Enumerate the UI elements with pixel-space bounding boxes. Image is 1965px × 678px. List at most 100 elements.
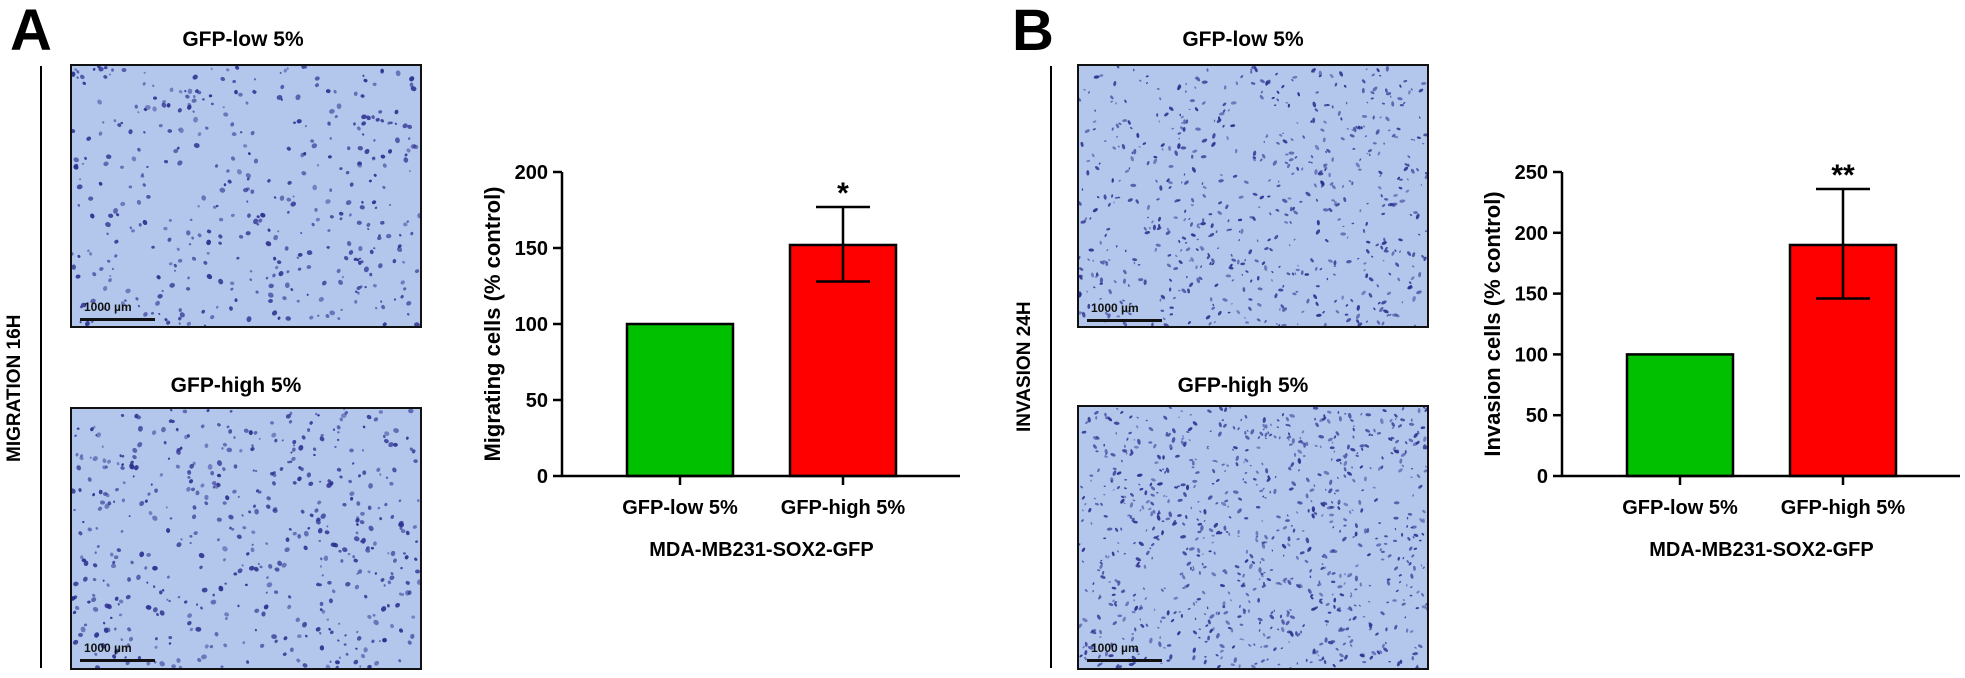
- cell-mark: [226, 425, 230, 429]
- cell-mark: [368, 179, 372, 183]
- cell-mark: [1377, 466, 1382, 471]
- cell-mark: [1200, 265, 1203, 268]
- cell-mark: [168, 219, 172, 222]
- cell-mark: [1157, 626, 1160, 629]
- cell-mark: [120, 165, 124, 169]
- cell-mark: [1180, 126, 1184, 131]
- cell-mark: [246, 316, 252, 323]
- cell-mark: [1168, 511, 1173, 518]
- cell-mark: [1166, 644, 1172, 647]
- cell-mark: [1158, 223, 1161, 228]
- cell-mark: [1211, 262, 1215, 266]
- cell-mark: [1186, 275, 1188, 279]
- cell-mark: [161, 426, 166, 433]
- cell-mark: [1153, 536, 1158, 539]
- cell-mark: [1398, 574, 1402, 577]
- cell-mark: [1376, 650, 1381, 655]
- cell-mark: [1127, 284, 1130, 287]
- cell-mark: [104, 465, 108, 469]
- cell-mark: [292, 481, 297, 485]
- cell-mark: [1126, 310, 1130, 313]
- cell-mark: [159, 473, 163, 477]
- cell-mark: [113, 119, 117, 123]
- cell-mark: [1343, 502, 1349, 507]
- cell-mark: [363, 78, 368, 83]
- cell-mark: [1202, 565, 1207, 569]
- cell-mark: [78, 632, 84, 637]
- cell-mark: [1363, 528, 1367, 534]
- cell-mark: [279, 71, 282, 75]
- cell-mark: [1389, 313, 1392, 316]
- cell-mark: [1330, 580, 1336, 584]
- cell-mark: [1230, 663, 1235, 666]
- cell-mark: [1369, 467, 1372, 470]
- cell-mark: [414, 269, 420, 274]
- cell-mark: [1214, 283, 1219, 287]
- cell-mark: [1115, 123, 1120, 129]
- cell-mark: [1230, 303, 1233, 305]
- cell-mark: [1331, 501, 1334, 504]
- cell-mark: [1165, 495, 1168, 498]
- cell-mark: [1236, 259, 1240, 265]
- cell-mark: [1313, 294, 1318, 300]
- cell-mark: [1288, 424, 1291, 427]
- cell-mark: [1199, 510, 1202, 513]
- cell-mark: [1261, 543, 1266, 549]
- cell-mark: [1313, 650, 1319, 655]
- cell-mark: [328, 627, 331, 631]
- cell-mark: [1302, 455, 1306, 457]
- cell-mark: [114, 239, 119, 244]
- cell-mark: [248, 565, 255, 571]
- cell-mark: [1287, 439, 1290, 441]
- cell-mark: [1355, 125, 1359, 130]
- cell-mark: [1392, 313, 1398, 317]
- cell-mark: [1352, 425, 1356, 427]
- cell-mark: [161, 589, 165, 592]
- cell-mark: [204, 501, 209, 506]
- cell-mark: [1122, 278, 1127, 284]
- cell-mark: [1156, 88, 1160, 90]
- cell-mark: [192, 461, 196, 466]
- cell-mark: [1242, 478, 1244, 481]
- cell-mark: [1217, 210, 1223, 215]
- cell-mark: [319, 601, 324, 607]
- cell-mark: [72, 128, 76, 134]
- cell-mark: [269, 471, 275, 476]
- cell-mark: [1237, 579, 1241, 582]
- cell-mark: [1226, 228, 1230, 232]
- cell-mark: [1189, 99, 1196, 103]
- cell-mark: [225, 68, 230, 72]
- cell-mark: [1110, 100, 1113, 103]
- cell-mark: [1202, 185, 1207, 189]
- panel-a-top-micrograph: [70, 64, 422, 328]
- cell-mark: [158, 124, 163, 128]
- cell-mark: [1271, 96, 1275, 100]
- cell-mark: [156, 612, 159, 617]
- cell-mark: [358, 260, 362, 265]
- cell-mark: [1188, 547, 1195, 551]
- cell-mark: [259, 643, 265, 648]
- cell-mark: [1237, 529, 1240, 535]
- cell-mark: [1261, 520, 1264, 522]
- cell-mark: [256, 222, 260, 226]
- cell-mark: [1322, 310, 1325, 314]
- cell-mark: [1169, 278, 1172, 282]
- cell-mark: [1339, 653, 1344, 658]
- cell-mark: [1111, 194, 1114, 198]
- cell-mark: [1128, 167, 1131, 170]
- cell-mark: [1329, 182, 1334, 186]
- cell-mark: [1283, 581, 1287, 584]
- cell-mark: [1126, 437, 1129, 441]
- cell-mark: [1192, 149, 1198, 153]
- x-tick-label: GFP-low 5%: [1622, 497, 1738, 519]
- cell-mark: [1133, 148, 1137, 155]
- cell-mark: [1398, 186, 1403, 190]
- cell-mark: [1201, 590, 1206, 595]
- cell-mark: [373, 247, 376, 250]
- cell-mark: [1282, 139, 1288, 144]
- cell-mark: [1117, 542, 1120, 544]
- cell-mark: [105, 222, 111, 228]
- cell-mark: [212, 485, 216, 489]
- cell-mark: [190, 487, 196, 492]
